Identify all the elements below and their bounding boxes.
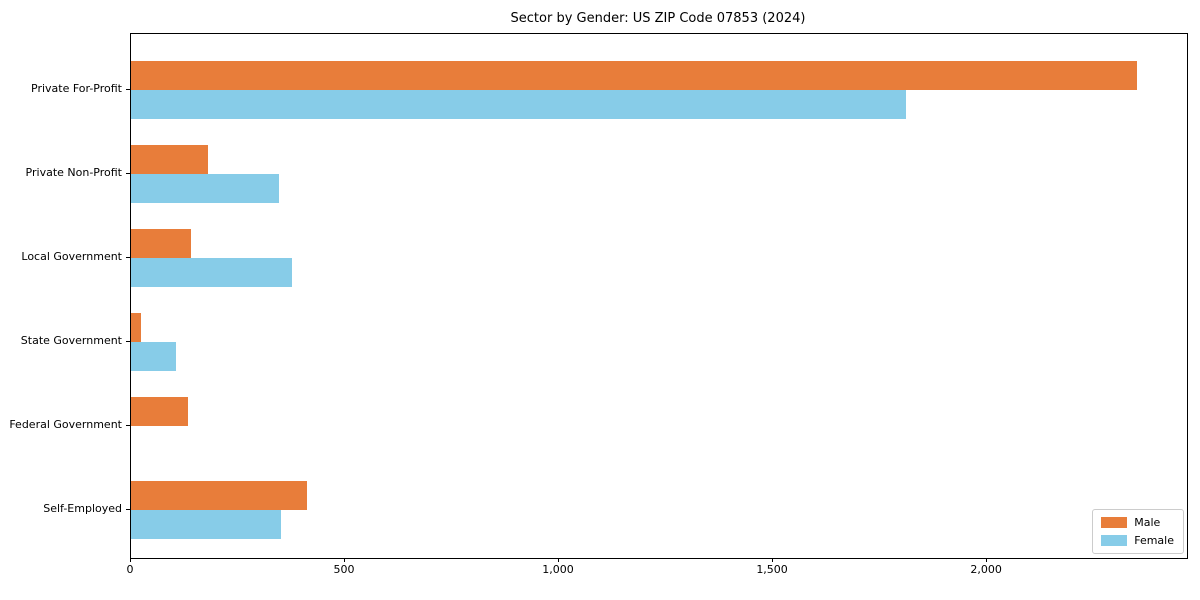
legend-swatch-male-icon [1101, 517, 1128, 528]
bar-female-local-government [131, 258, 292, 287]
chart-title: Sector by Gender: US ZIP Code 07853 (202… [510, 11, 806, 26]
legend-entry-male: Male [1101, 516, 1174, 529]
bar-male-private-non-profit [131, 145, 208, 174]
y-tick-mark-state-government [126, 341, 130, 342]
x-tick-mark-500 [344, 558, 346, 562]
bar-female-private-for-profit [131, 90, 906, 119]
y-axis-label-local-government: Local Government [21, 250, 122, 263]
y-tick-mark-private-non-profit [126, 173, 130, 174]
y-tick-mark-self-employed [126, 509, 130, 510]
y-axis-label-federal-government: Federal Government [9, 418, 122, 431]
y-axis-label-state-government: State Government [20, 334, 122, 347]
bar-male-local-government [131, 229, 191, 258]
bar-male-state-government [131, 313, 141, 342]
x-tick-mark-1-000 [558, 558, 560, 562]
y-tick-mark-local-government [126, 257, 130, 258]
y-tick-mark-private-for-profit [126, 89, 130, 90]
bar-female-private-non-profit [131, 174, 279, 203]
legend-swatch-female-icon [1101, 535, 1128, 546]
x-tick-label-2-000: 2,000 [970, 563, 1002, 576]
y-axis-label-self-employed: Self-Employed [43, 502, 122, 515]
y-axis-label-private-for-profit: Private For-Profit [31, 82, 122, 95]
legend-label-male: Male [1134, 516, 1161, 529]
x-tick-mark-1-500 [772, 558, 774, 562]
bar-male-private-for-profit [131, 61, 1137, 90]
x-tick-mark-0 [130, 558, 131, 562]
legend-label-female: Female [1134, 534, 1174, 547]
bar-male-federal-government [131, 397, 188, 426]
bar-female-state-government [131, 342, 176, 371]
x-tick-label-0: 0 [126, 563, 134, 576]
bar-male-self-employed [131, 481, 307, 510]
x-tick-label-1-500: 1,500 [756, 563, 788, 576]
legend: Male Female [1092, 509, 1184, 554]
bar-female-self-employed [131, 510, 281, 539]
x-tick-label-500: 500 [333, 563, 355, 576]
x-tick-mark-2-000 [986, 558, 988, 562]
y-axis-label-private-non-profit: Private Non-Profit [25, 166, 122, 179]
plot-area: Male Female [130, 33, 1188, 559]
x-tick-label-1-000: 1,000 [542, 563, 574, 576]
y-tick-mark-federal-government [126, 425, 130, 426]
legend-entry-female: Female [1101, 534, 1174, 547]
